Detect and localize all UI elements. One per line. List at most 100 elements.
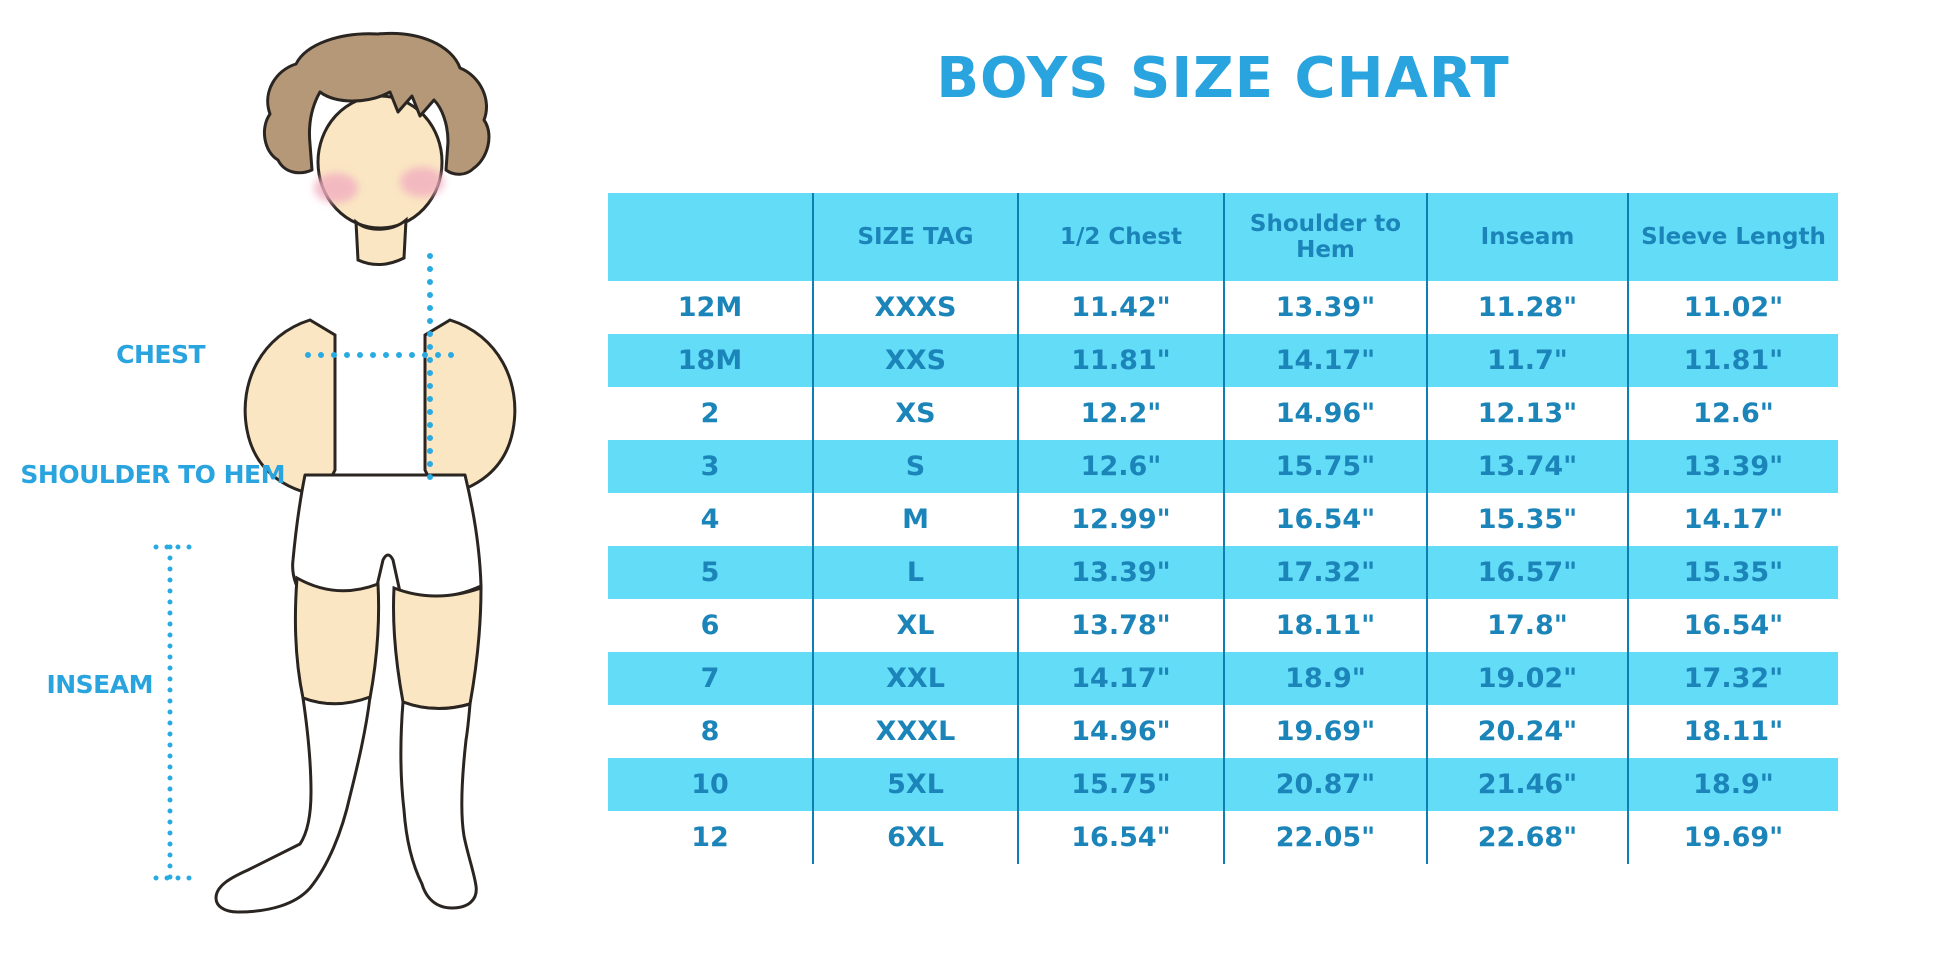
size-table-area: SIZE TAG 1/2 Chest Shoulder to Hem Inseam Sl…	[608, 193, 1838, 864]
boy-blush-left	[314, 173, 358, 203]
table-row: 2 XS 12.2" 14.96" 12.13" 12.6"	[608, 387, 1838, 440]
value-cell: 11.28"	[1426, 281, 1628, 334]
value-cell: 13.39"	[1223, 281, 1427, 334]
column-header-shoulder-to-hem: Shoulder to Hem	[1223, 193, 1427, 281]
value-cell: 18.9"	[1627, 758, 1838, 811]
value-cell: 17.32"	[1223, 546, 1427, 599]
size-cell: 8	[608, 705, 813, 758]
value-cell: 19.69"	[1627, 811, 1838, 864]
boy-neck	[354, 216, 408, 266]
value-cell: 13.74"	[1426, 440, 1628, 493]
boy-shorts	[291, 473, 483, 599]
table-row: 18M XXS 11.81" 14.17" 11.7" 11.81"	[608, 334, 1838, 387]
table-row: 6 XL 13.78" 18.11" 17.8" 16.54"	[608, 599, 1838, 652]
table-row: 4 M 12.99" 16.54" 15.35" 14.17"	[608, 493, 1838, 546]
size-cell: 4	[608, 493, 813, 546]
page-title: BOYS SIZE CHART	[936, 46, 1510, 111]
value-cell: 11.42"	[1017, 281, 1224, 334]
value-cell: 20.24"	[1426, 705, 1628, 758]
header-row: SIZE TAG 1/2 Chest Shoulder to Hem Inseam Sl…	[608, 193, 1838, 281]
value-cell: XL	[812, 599, 1018, 652]
table-row: 12 6XL 16.54" 22.05" 22.68" 19.69"	[608, 811, 1838, 864]
size-table: SIZE TAG 1/2 Chest Shoulder to Hem Inseam Sl…	[608, 193, 1838, 864]
value-cell: XXXS	[812, 281, 1018, 334]
value-cell: 12.13"	[1426, 387, 1628, 440]
size-cell: 5	[608, 546, 813, 599]
value-cell: 19.02"	[1426, 652, 1628, 705]
value-cell: 12.6"	[1017, 440, 1224, 493]
table-row: 7 XXL 14.17" 18.9" 19.02" 17.32"	[608, 652, 1838, 705]
size-cell: 6	[608, 599, 813, 652]
value-cell: 14.96"	[1223, 387, 1427, 440]
value-cell: 15.75"	[1017, 758, 1224, 811]
boy-blush-right	[400, 167, 444, 197]
value-cell: 14.17"	[1223, 334, 1427, 387]
value-cell: 17.8"	[1426, 599, 1628, 652]
column-header-1-2-chest: 1/2 Chest	[1017, 193, 1224, 281]
shoulder-to-hem-label: SHOULDER TO HEM	[20, 460, 285, 489]
value-cell: 19.69"	[1223, 705, 1427, 758]
size-cell: 12M	[608, 281, 813, 334]
value-cell: 15.35"	[1426, 493, 1628, 546]
table-row: 12M XXXS 11.42" 13.39" 11.28" 11.02"	[608, 281, 1838, 334]
value-cell: 17.32"	[1627, 652, 1838, 705]
value-cell: 14.17"	[1627, 493, 1838, 546]
value-cell: L	[812, 546, 1018, 599]
column-header-sleeve-length: Sleeve Length	[1627, 193, 1838, 281]
value-cell: 15.35"	[1627, 546, 1838, 599]
size-cell: 3	[608, 440, 813, 493]
value-cell: 11.81"	[1017, 334, 1224, 387]
column-header-inseam: Inseam	[1426, 193, 1628, 281]
value-cell: 16.54"	[1017, 811, 1224, 864]
value-cell: 12.99"	[1017, 493, 1224, 546]
table-row: 5 L 13.39" 17.32" 16.57" 15.35"	[608, 546, 1838, 599]
value-cell: 16.54"	[1627, 599, 1838, 652]
value-cell: XXS	[812, 334, 1018, 387]
size-cell: 7	[608, 652, 813, 705]
boy-face	[316, 94, 444, 230]
chest-label: CHEST	[116, 340, 205, 369]
value-cell: XS	[812, 387, 1018, 440]
value-cell: 20.87"	[1223, 758, 1427, 811]
boy-hair	[262, 31, 491, 176]
table-row: 8 XXXL 14.96" 19.69" 20.24" 18.11"	[608, 705, 1838, 758]
size-cell: 10	[608, 758, 813, 811]
value-cell: 11.7"	[1426, 334, 1628, 387]
value-cell: 21.46"	[1426, 758, 1628, 811]
value-cell: 14.17"	[1017, 652, 1224, 705]
value-cell: 18.11"	[1223, 599, 1427, 652]
size-cell: 2	[608, 387, 813, 440]
boy-illustration	[153, 31, 517, 914]
column-header-size-tag: SIZE TAG	[812, 193, 1018, 281]
value-cell: 13.39"	[1627, 440, 1838, 493]
value-cell: 11.81"	[1627, 334, 1838, 387]
value-cell: 6XL	[812, 811, 1018, 864]
value-cell: S	[812, 440, 1018, 493]
boy-sock-right	[399, 700, 478, 910]
table-row: 10 5XL 15.75" 20.87" 21.46" 18.9"	[608, 758, 1838, 811]
table-row: 3 S 12.6" 15.75" 13.74" 13.39"	[608, 440, 1838, 493]
boy-arm-right	[423, 318, 517, 498]
value-cell: 13.39"	[1017, 546, 1224, 599]
value-cell: 16.54"	[1223, 493, 1427, 546]
boy-leg-right	[391, 585, 483, 711]
inseam-label: INSEAM	[46, 670, 153, 699]
value-cell: 11.02"	[1627, 281, 1838, 334]
value-cell: XXL	[812, 652, 1018, 705]
value-cell: 16.57"	[1426, 546, 1628, 599]
value-cell: 15.75"	[1223, 440, 1427, 493]
value-cell: 22.68"	[1426, 811, 1628, 864]
inseam-measure-line	[153, 544, 193, 881]
value-cell: 12.2"	[1017, 387, 1224, 440]
size-cell: 12	[608, 811, 813, 864]
corner-header-cell	[608, 193, 813, 281]
value-cell: XXXL	[812, 705, 1018, 758]
value-cell: 22.05"	[1223, 811, 1427, 864]
value-cell: 13.78"	[1017, 599, 1224, 652]
boy-sock-left	[214, 695, 372, 914]
value-cell: 18.9"	[1223, 652, 1427, 705]
value-cell: 12.6"	[1627, 387, 1838, 440]
value-cell: 14.96"	[1017, 705, 1224, 758]
size-cell: 18M	[608, 334, 813, 387]
